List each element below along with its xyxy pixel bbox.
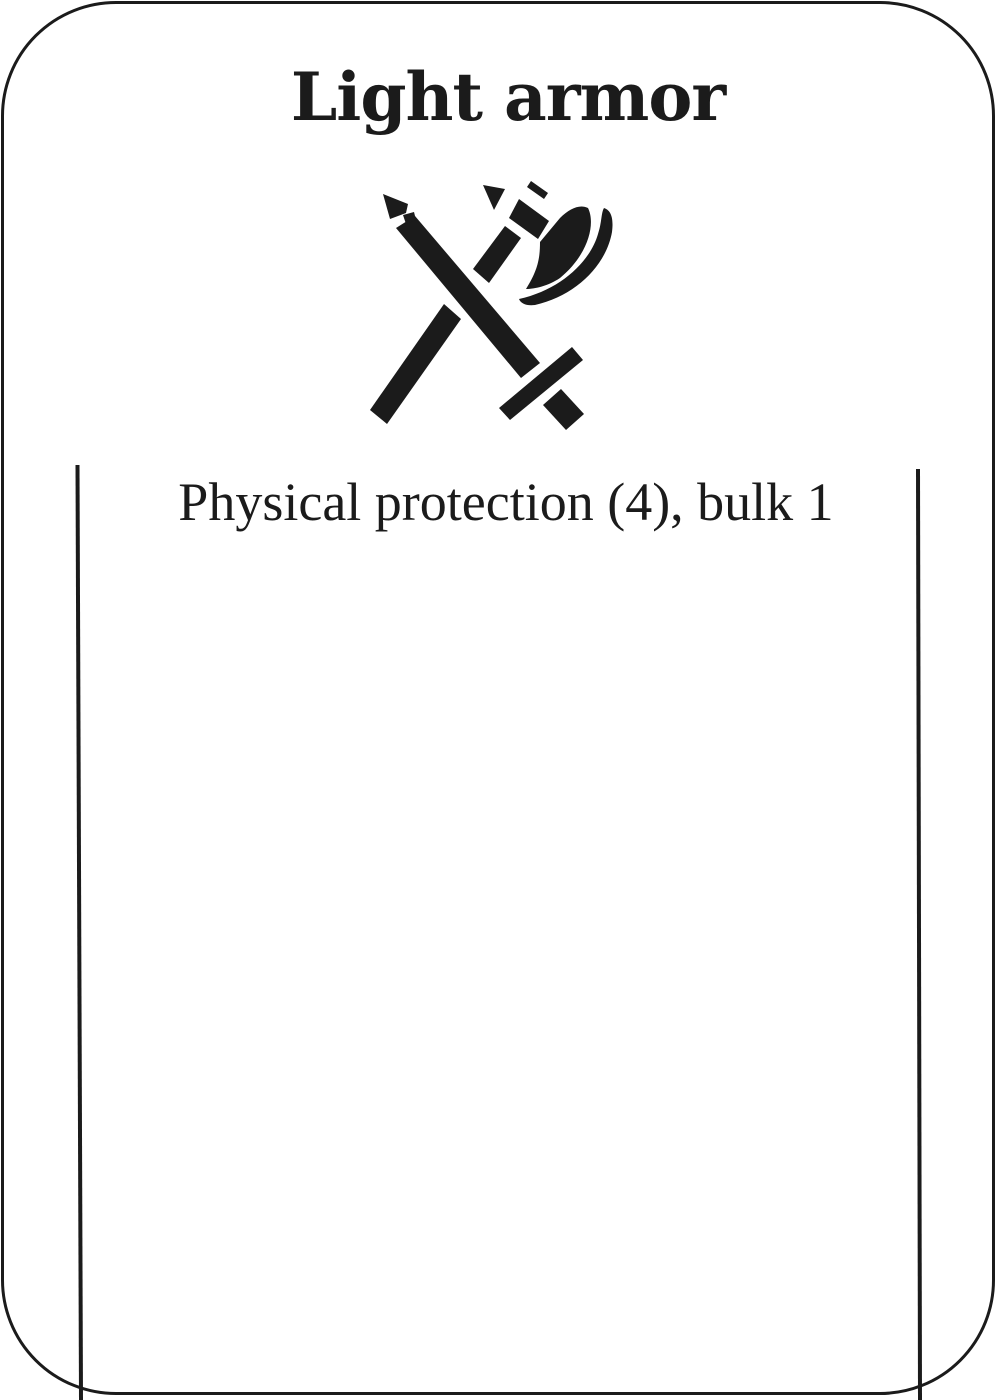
card-title: Light armor <box>290 58 726 136</box>
card-description: Physical protection (4), bulk 1 <box>178 472 834 532</box>
crossed-sword-and-axe-icon <box>370 181 613 430</box>
